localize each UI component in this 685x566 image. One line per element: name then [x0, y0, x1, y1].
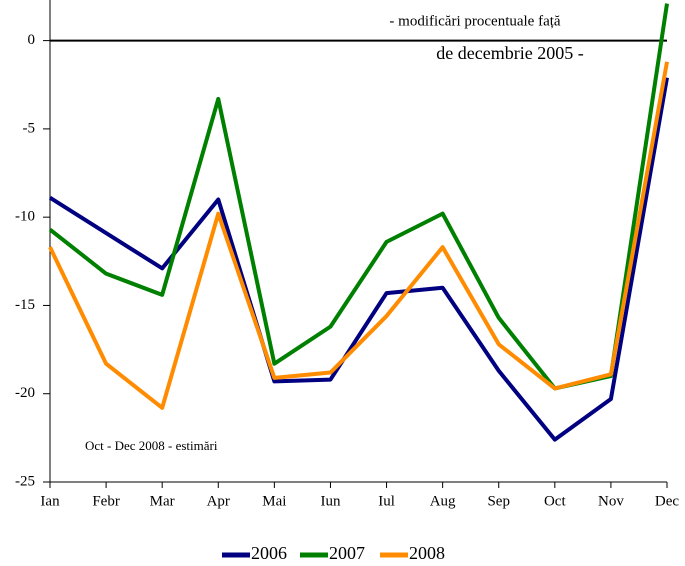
x-tick-label: Iun	[320, 493, 340, 509]
y-tick-label: 0	[28, 32, 36, 48]
x-tick-label: Sep	[487, 493, 510, 509]
legend-label: 2008	[409, 543, 445, 563]
x-tick-label: Mai	[262, 493, 286, 509]
legend-label: 2007	[329, 543, 365, 563]
x-tick-label: Ian	[40, 493, 60, 509]
x-tick-label: Dec	[655, 493, 679, 509]
x-tick-label: Mar	[150, 493, 175, 509]
y-tick-label: -5	[23, 120, 36, 136]
annotation: - modificări procentuale față	[389, 13, 561, 29]
x-tick-label: Apr	[207, 493, 230, 509]
x-tick-label: Febr	[92, 493, 120, 509]
y-tick-label: -10	[15, 209, 35, 225]
y-tick-label: -25	[15, 473, 35, 489]
line-series	[48, 77, 669, 442]
legend-label: 2006	[251, 543, 287, 563]
x-tick-label: Oct	[544, 493, 566, 509]
x-tick-label: Iul	[378, 493, 395, 509]
y-tick-label: -20	[15, 385, 35, 401]
y-tick-label: -15	[15, 297, 35, 313]
x-tick-label: Nov	[598, 493, 624, 509]
annotation: de decembrie 2005 -	[436, 43, 583, 63]
annotation: Oct - Dec 2008 - estimări	[85, 438, 218, 453]
line-series	[48, 61, 669, 410]
x-tick-label: Aug	[430, 493, 456, 509]
